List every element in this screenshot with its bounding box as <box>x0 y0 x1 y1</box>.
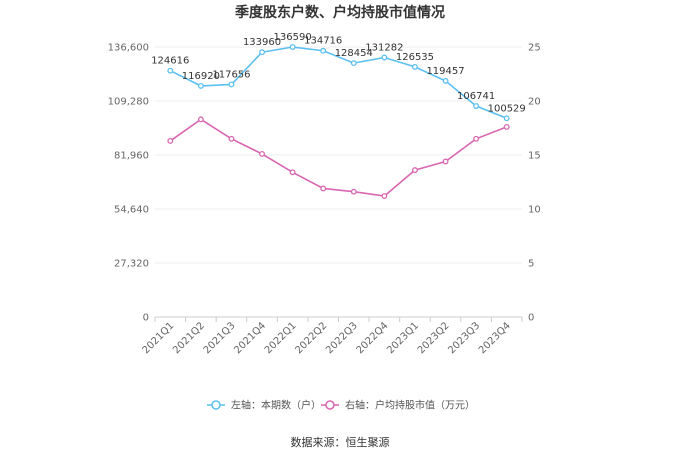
x-axis-tick-label: 2021Q3 <box>202 320 238 356</box>
x-axis-tick-label: 2022Q3 <box>324 320 360 356</box>
data-label: 134716 <box>304 36 342 47</box>
legend-label-1: 左轴：本期数（户） <box>231 399 321 412</box>
data-label: 136590 <box>274 32 312 43</box>
left-axis-tick-label: 109,280 <box>108 97 149 108</box>
right-axis-tick-label: 5 <box>528 259 534 270</box>
series-line-2 <box>169 118 507 197</box>
series-1-point <box>259 49 265 56</box>
data-label: 126535 <box>396 52 434 63</box>
right-axis-tick-label: 0 <box>528 313 534 324</box>
series-line-1 <box>169 46 508 120</box>
legend-marker-1 <box>211 400 221 410</box>
right-axis-tick-label: 10 <box>528 205 541 216</box>
x-axis-tick-label: 2023Q3 <box>446 320 482 356</box>
series-1-point <box>320 47 327 54</box>
series-2-point <box>442 158 449 165</box>
series-1-point <box>289 44 296 50</box>
series-2-point <box>197 116 204 123</box>
series-2-point <box>473 135 480 142</box>
x-axis-tick-label: 2023Q4 <box>477 320 513 356</box>
x-axis-tick-label: 2021Q1 <box>141 320 177 356</box>
series-1-point <box>167 67 174 74</box>
series-2-point <box>167 138 174 144</box>
series-2-point <box>503 123 510 130</box>
data-label: 100529 <box>488 103 526 114</box>
series-2-point <box>412 167 418 174</box>
x-axis-tick-label: 2022Q4 <box>355 320 391 356</box>
right-axis-tick-label: 25 <box>528 43 541 54</box>
x-axis-tick-label: 2022Q1 <box>263 320 299 356</box>
left-axis-tick-label: 27,320 <box>114 259 149 270</box>
series-1-point <box>442 77 449 84</box>
x-axis-tick-label: 2021Q4 <box>232 320 268 356</box>
series-1-point <box>412 63 418 70</box>
data-label: 128454 <box>335 48 373 59</box>
series-2-point <box>381 193 388 199</box>
data-label: 131282 <box>365 43 403 54</box>
data-label: 124616 <box>151 56 189 67</box>
series-1-point <box>350 60 357 67</box>
series-1-point <box>473 103 480 109</box>
series-1-point <box>503 115 510 122</box>
data-label: 117656 <box>212 69 250 80</box>
data-label: 133960 <box>243 37 281 48</box>
left-axis-tick-label: 81,960 <box>114 151 149 162</box>
x-axis-tick-label: 2023Q2 <box>416 320 452 356</box>
right-axis-tick-label: 15 <box>528 151 541 162</box>
data-source-note: 数据来源：恒生聚源 <box>291 435 390 449</box>
series-1-point <box>228 81 235 88</box>
legend[interactable]: 左轴：本期数（户） 右轴：户均持股市值（万元） <box>207 399 475 412</box>
series-2-point <box>259 150 265 157</box>
axes: 0 0 27,320 5 54,640 10 81,960 15 109,280 20 136,60… <box>108 43 541 357</box>
series-1-point <box>197 82 204 89</box>
series-1-point <box>381 54 388 61</box>
right-axis-tick-label: 20 <box>528 97 541 108</box>
series-2-point <box>228 135 235 142</box>
legend-item-2[interactable]: 右轴：户均持股市值（万元） <box>321 399 475 412</box>
legend-label-2: 右轴：户均持股市值（万元） <box>345 399 475 412</box>
left-axis-tick-label: 0 <box>143 313 149 324</box>
legend-marker-2 <box>325 400 335 410</box>
legend-item-1[interactable]: 左轴：本期数（户） <box>207 399 321 412</box>
series-2-point <box>289 169 296 176</box>
left-axis-tick-label: 54,640 <box>114 205 149 216</box>
grid-lines <box>155 46 522 318</box>
data-label: 119457 <box>426 66 464 77</box>
series-2-point <box>350 188 357 195</box>
left-axis-tick-label: 136,600 <box>108 43 149 54</box>
x-axis-tick-label: 2022Q2 <box>293 320 329 356</box>
data-label: 106741 <box>457 91 495 102</box>
chart-title: 季度股东户数、户均持股市值情况 <box>234 4 445 21</box>
series-2-point <box>320 185 327 192</box>
data-label: 116920 <box>182 71 220 82</box>
x-axis-tick-label: 2023Q1 <box>385 320 421 356</box>
x-axis-tick-label: 2021Q2 <box>171 320 207 356</box>
